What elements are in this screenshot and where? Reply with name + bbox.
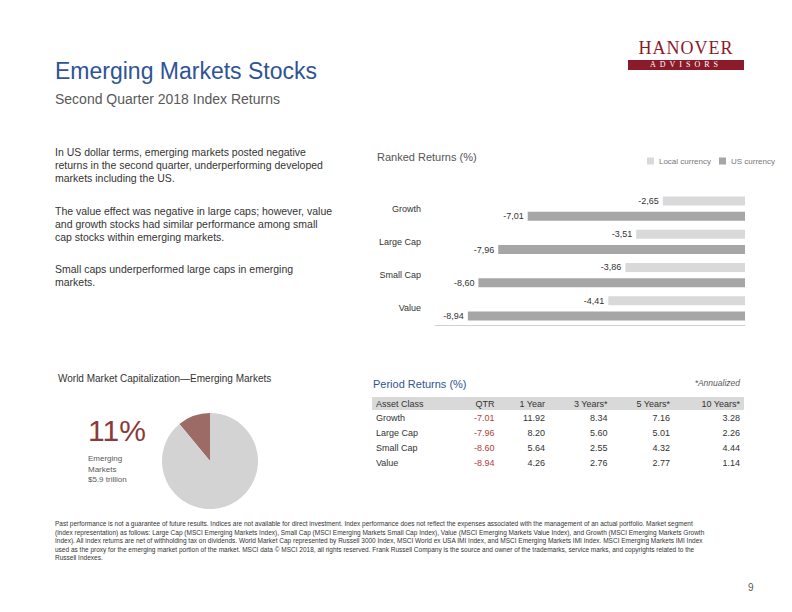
html-text:Large Cap: Large Cap xyxy=(376,427,418,438)
html-text:ADVISORS: ADVISORS xyxy=(650,60,722,69)
svg-text:Small Cap: Small Cap xyxy=(379,270,421,280)
html-text:9: 9 xyxy=(748,582,754,593)
html-text:-8.94: -8.94 xyxy=(473,457,495,468)
html-text:World Market Capitalization—Em: World Market Capitalization—Emerging Mar… xyxy=(58,373,272,384)
html-text:-8.60: -8.60 xyxy=(473,442,495,453)
html-text:Emerging: Emerging xyxy=(88,454,123,463)
html-text:11.92: 11.92 xyxy=(523,412,545,423)
html-text:5.64: 5.64 xyxy=(527,442,545,453)
html-text:4.44: 4.44 xyxy=(722,442,740,453)
html-text:5 Years*: 5 Years* xyxy=(636,398,670,409)
html-text:Markets: Markets xyxy=(88,464,117,474)
html-text:2.26: 2.26 xyxy=(722,427,740,438)
svg-text:-8,94: -8,94 xyxy=(443,311,464,321)
html-text:3.28: 3.28 xyxy=(722,412,740,423)
svg-text:-2,65: -2,65 xyxy=(638,196,659,206)
svg-text:Local currency: Local currency xyxy=(659,157,711,166)
svg-text:Large Cap: Large Cap xyxy=(379,237,421,247)
html-text:$5.9 trillion: $5.9 trillion xyxy=(88,475,127,484)
html-text:Value: Value xyxy=(376,457,399,468)
svg-text:US currency: US currency xyxy=(731,157,775,166)
html-text:Past performance is not a guar: Past performance is not a guarantee of f… xyxy=(55,520,705,562)
html-text:8.20: 8.20 xyxy=(527,427,545,438)
html-text:10 Years*: 10 Years* xyxy=(701,398,740,409)
html-text:1 Year: 1 Year xyxy=(519,398,545,409)
html-text:11%: 11% xyxy=(88,414,146,447)
html-text:2.76: 2.76 xyxy=(589,457,608,468)
svg-text:-7,01: -7,01 xyxy=(503,211,524,221)
html-text:3 Years*: 3 Years* xyxy=(573,398,608,409)
html-text:Asset Class: Asset Class xyxy=(376,398,424,409)
html-text:7.16: 7.16 xyxy=(652,412,670,423)
svg-text:-7,96: -7,96 xyxy=(474,245,495,255)
html-text:1.14: 1.14 xyxy=(722,457,740,468)
html-text:Small Cap: Small Cap xyxy=(376,442,418,453)
html-text:5.60: 5.60 xyxy=(589,427,608,438)
html-text:4.32: 4.32 xyxy=(652,442,670,453)
html-text:*Annualized: *Annualized xyxy=(694,378,740,388)
svg-text:-3,86: -3,86 xyxy=(601,262,622,272)
html-text:QTR: QTR xyxy=(475,398,495,409)
svg-text:-4,41: -4,41 xyxy=(584,296,605,306)
html-text:2.77: 2.77 xyxy=(652,457,670,468)
html-text:Growth: Growth xyxy=(376,412,405,423)
svg-text:Growth: Growth xyxy=(392,204,421,214)
html-text:4.26: 4.26 xyxy=(527,457,545,468)
html-text:5.01: 5.01 xyxy=(652,427,670,438)
html-text:Second Quarter 2018 Index Retu: Second Quarter 2018 Index Returns xyxy=(55,91,280,107)
svg-text:Ranked Returns (%): Ranked Returns (%) xyxy=(377,151,477,163)
html-text:Emerging Markets Stocks: Emerging Markets Stocks xyxy=(55,58,317,84)
html-text:-7.01: -7.01 xyxy=(473,412,495,423)
html-text:8.34: 8.34 xyxy=(589,412,608,423)
svg-text:Value: Value xyxy=(399,303,421,313)
html-text:2.55: 2.55 xyxy=(589,442,608,453)
html-text:Period Returns (%): Period Returns (%) xyxy=(373,378,467,390)
html-text:HANOVER: HANOVER xyxy=(638,38,734,58)
html-text:The value effect was negative: The value effect was negative in large c… xyxy=(55,205,333,243)
html-text:Small caps underperformed larg: Small caps underperformed large caps in … xyxy=(55,263,294,288)
svg-text:-8,60: -8,60 xyxy=(454,278,475,288)
html-text:-7.96: -7.96 xyxy=(473,427,495,438)
svg-text:-3,51: -3,51 xyxy=(612,229,633,239)
html-text:In US dollar terms, emerging m: In US dollar terms, emerging markets pos… xyxy=(55,146,323,184)
